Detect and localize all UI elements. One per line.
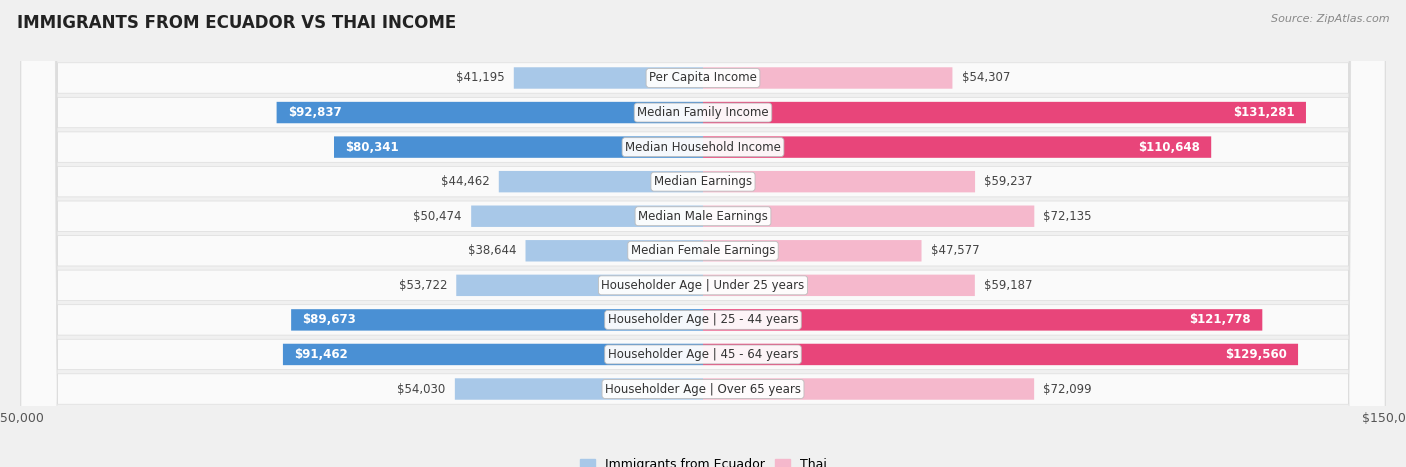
FancyBboxPatch shape (21, 0, 1385, 467)
Text: $121,778: $121,778 (1189, 313, 1251, 326)
FancyBboxPatch shape (703, 205, 1035, 227)
FancyBboxPatch shape (703, 136, 1211, 158)
Text: Householder Age | 45 - 64 years: Householder Age | 45 - 64 years (607, 348, 799, 361)
Text: Householder Age | Over 65 years: Householder Age | Over 65 years (605, 382, 801, 396)
FancyBboxPatch shape (526, 240, 703, 262)
FancyBboxPatch shape (703, 309, 1263, 331)
Text: $53,722: $53,722 (398, 279, 447, 292)
FancyBboxPatch shape (21, 0, 1385, 467)
FancyBboxPatch shape (513, 67, 703, 89)
Text: $72,099: $72,099 (1043, 382, 1092, 396)
FancyBboxPatch shape (499, 171, 703, 192)
FancyBboxPatch shape (703, 102, 1306, 123)
FancyBboxPatch shape (21, 0, 1385, 467)
Text: $47,577: $47,577 (931, 244, 980, 257)
FancyBboxPatch shape (703, 67, 952, 89)
FancyBboxPatch shape (703, 378, 1035, 400)
FancyBboxPatch shape (21, 0, 1385, 467)
Text: Source: ZipAtlas.com: Source: ZipAtlas.com (1271, 14, 1389, 24)
Text: $92,837: $92,837 (288, 106, 342, 119)
Text: $89,673: $89,673 (302, 313, 356, 326)
Text: Median Earnings: Median Earnings (654, 175, 752, 188)
FancyBboxPatch shape (471, 205, 703, 227)
Text: Median Household Income: Median Household Income (626, 141, 780, 154)
Text: Householder Age | Under 25 years: Householder Age | Under 25 years (602, 279, 804, 292)
FancyBboxPatch shape (335, 136, 703, 158)
Legend: Immigrants from Ecuador, Thai: Immigrants from Ecuador, Thai (575, 453, 831, 467)
FancyBboxPatch shape (277, 102, 703, 123)
Text: $110,648: $110,648 (1137, 141, 1199, 154)
FancyBboxPatch shape (703, 240, 921, 262)
Text: Householder Age | 25 - 44 years: Householder Age | 25 - 44 years (607, 313, 799, 326)
Text: Median Male Earnings: Median Male Earnings (638, 210, 768, 223)
Text: $72,135: $72,135 (1043, 210, 1092, 223)
FancyBboxPatch shape (21, 0, 1385, 467)
FancyBboxPatch shape (457, 275, 703, 296)
FancyBboxPatch shape (21, 0, 1385, 467)
FancyBboxPatch shape (703, 275, 974, 296)
Text: $44,462: $44,462 (441, 175, 489, 188)
Text: $50,474: $50,474 (413, 210, 463, 223)
Text: $129,560: $129,560 (1225, 348, 1286, 361)
Text: $54,030: $54,030 (398, 382, 446, 396)
Text: $59,187: $59,187 (984, 279, 1032, 292)
Text: $54,307: $54,307 (962, 71, 1010, 85)
Text: $80,341: $80,341 (346, 141, 399, 154)
FancyBboxPatch shape (21, 0, 1385, 467)
Text: IMMIGRANTS FROM ECUADOR VS THAI INCOME: IMMIGRANTS FROM ECUADOR VS THAI INCOME (17, 14, 456, 32)
FancyBboxPatch shape (21, 0, 1385, 467)
FancyBboxPatch shape (703, 344, 1298, 365)
Text: $131,281: $131,281 (1233, 106, 1295, 119)
Text: $41,195: $41,195 (456, 71, 505, 85)
Text: Median Family Income: Median Family Income (637, 106, 769, 119)
Text: $59,237: $59,237 (984, 175, 1033, 188)
FancyBboxPatch shape (456, 378, 703, 400)
Text: Median Female Earnings: Median Female Earnings (631, 244, 775, 257)
FancyBboxPatch shape (21, 0, 1385, 467)
FancyBboxPatch shape (21, 0, 1385, 467)
Text: $38,644: $38,644 (468, 244, 516, 257)
Text: Per Capita Income: Per Capita Income (650, 71, 756, 85)
FancyBboxPatch shape (283, 344, 703, 365)
FancyBboxPatch shape (291, 309, 703, 331)
Text: $91,462: $91,462 (294, 348, 349, 361)
FancyBboxPatch shape (703, 171, 976, 192)
